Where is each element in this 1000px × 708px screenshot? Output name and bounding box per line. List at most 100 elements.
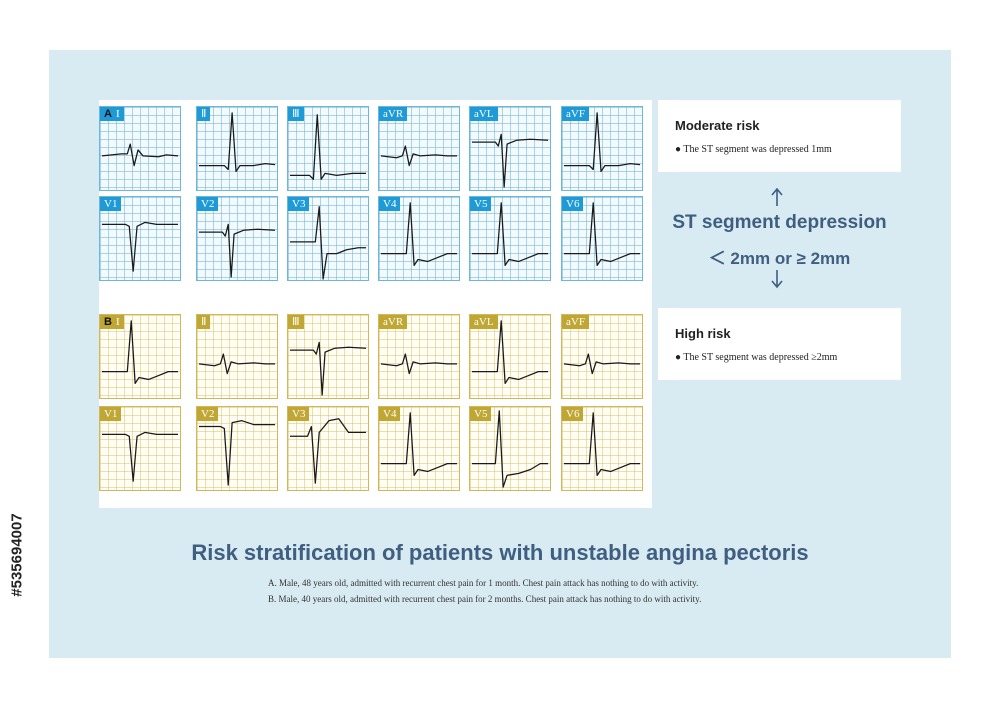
ecg-trace (289, 206, 367, 280)
ecg-waveform (198, 353, 276, 375)
ecg-waveform (198, 112, 276, 173)
lead-label-text: aVL (474, 316, 494, 328)
ecg-trace (380, 145, 458, 167)
lead-label: V6 (562, 407, 584, 421)
ecg-trace (471, 320, 549, 384)
ecg-waveform (471, 320, 549, 384)
ecg-lead-a-8: V3 (287, 196, 369, 281)
lead-label-text: V4 (383, 198, 397, 210)
moderate-risk-title: Moderate risk (675, 118, 760, 133)
ecg-trace (471, 133, 549, 188)
ecg-waveform (471, 133, 549, 188)
lead-label: V3 (288, 407, 310, 421)
ecg-lead-a-2: Ⅲ (287, 106, 369, 191)
lead-label-text: aVF (566, 108, 585, 120)
lead-label-text: aVL (474, 108, 494, 120)
ecg-waveform (563, 412, 641, 476)
ecg-waveform (198, 420, 276, 486)
lead-label-text: V2 (201, 408, 215, 420)
ecg-lead-b-1: Ⅱ (196, 314, 278, 399)
lead-label-text: V5 (474, 408, 488, 420)
down-arrow-icon (771, 270, 783, 289)
ecg-lead-a-4: aVL (469, 106, 551, 191)
ecg-waveform (471, 202, 549, 266)
ecg-trace (289, 114, 367, 180)
ecg-lead-b-8: V3 (287, 406, 369, 491)
ecg-trace (563, 412, 641, 476)
ecg-lead-b-9: V4 (378, 406, 460, 491)
lead-label: Ⅲ (288, 315, 304, 329)
ecg-lead-b-6: V1 (99, 406, 181, 491)
lead-label: V4 (379, 197, 401, 211)
lead-label: Ⅱ (197, 315, 211, 329)
high-risk-title: High risk (675, 326, 731, 341)
ecg-lead-b-7: V2 (196, 406, 278, 491)
stock-id-text: #535694007 (8, 513, 26, 597)
lead-label-text: aVR (383, 108, 404, 120)
ecg-trace (198, 223, 276, 278)
ecg-lead-b-11: V6 (561, 406, 643, 491)
lead-label: aVR (379, 315, 408, 329)
lead-label: aVL (470, 107, 498, 121)
lead-label-text: V4 (383, 408, 397, 420)
ecg-trace (380, 202, 458, 266)
high-risk-card: High risk ● The ST segment was depressed… (658, 308, 901, 380)
ecg-waveform (563, 353, 641, 375)
ecg-waveform (289, 206, 367, 280)
lead-label-text: Ⅲ (292, 108, 300, 120)
ecg-lead-a-9: V4 (378, 196, 460, 281)
lead-label: Ⅲ (288, 107, 304, 121)
high-risk-bullet: ● The ST segment was depressed ≥2mm (675, 352, 838, 363)
lead-label: V5 (470, 407, 492, 421)
ecg-waveform (563, 112, 641, 173)
ecg-waveform (563, 202, 641, 266)
lead-label: Ⅱ (197, 107, 211, 121)
ecg-waveform (101, 143, 179, 167)
ecg-waveform (471, 410, 549, 488)
lead-label-text: V1 (104, 198, 118, 210)
caption-a: A. Male, 48 years old, admitted with rec… (268, 578, 699, 588)
ecg-lead-b-10: V5 (469, 406, 551, 491)
caption-b: B. Male, 40 years old, admitted with rec… (268, 594, 702, 604)
ecg-trace (289, 418, 367, 484)
ecg-trace (101, 320, 179, 384)
moderate-risk-card: Moderate risk ● The ST segment was depre… (658, 100, 901, 172)
lead-label: aVF (562, 315, 589, 329)
up-arrow-icon (771, 187, 783, 206)
ecg-waveform (380, 202, 458, 266)
lead-label: aVR (379, 107, 408, 121)
ecg-trace (380, 412, 458, 476)
ecg-lead-a-10: V5 (469, 196, 551, 281)
lead-label-text: V6 (566, 198, 580, 210)
ecg-trace (101, 143, 179, 167)
ecg-lead-a-1: Ⅱ (196, 106, 278, 191)
panel-letter: A (104, 108, 112, 120)
lead-label: V4 (379, 407, 401, 421)
lead-label: aVF (562, 107, 589, 121)
lead-label-text: I (115, 316, 120, 328)
ecg-trace (471, 410, 549, 488)
lead-label: V1 (100, 407, 122, 421)
ecg-trace (101, 431, 179, 482)
ecg-waveform (380, 145, 458, 167)
ecg-lead-b-5: aVF (561, 314, 643, 399)
ecg-lead-a-11: V6 (561, 196, 643, 281)
main-title: Risk stratification of patients with uns… (191, 540, 809, 565)
ecg-trace (198, 420, 276, 486)
ecg-lead-a-5: aVF (561, 106, 643, 191)
ecg-waveform (101, 431, 179, 482)
lead-label: V5 (470, 197, 492, 211)
ecg-waveform (289, 341, 367, 396)
ecg-trace (380, 353, 458, 375)
ecg-trace (198, 112, 276, 173)
ecg-trace (198, 353, 276, 375)
ecg-lead-a-7: V2 (196, 196, 278, 281)
lead-label-text: V2 (201, 198, 215, 210)
lead-label-text: Ⅱ (201, 316, 207, 328)
lead-label: V1 (100, 197, 122, 211)
moderate-risk-bullet: ● The ST segment was depressed 1mm (675, 144, 832, 155)
